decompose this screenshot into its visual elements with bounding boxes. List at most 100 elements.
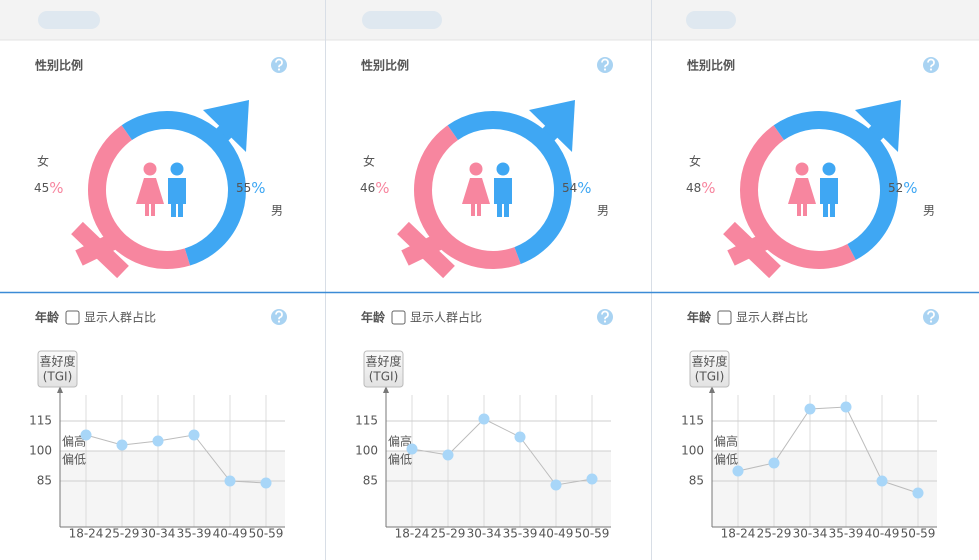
y-axis-label: 喜好度 xyxy=(365,354,401,369)
value-number: 52 xyxy=(888,181,903,195)
series-line xyxy=(85,434,267,484)
checkbox[interactable] xyxy=(391,310,406,325)
data-point xyxy=(260,477,272,489)
annotation: 偏低 xyxy=(62,452,86,467)
series-line xyxy=(411,418,593,486)
ylabel-box xyxy=(363,350,404,388)
x-tick-label: 35-39 xyxy=(503,527,538,541)
y-axis-label: 喜好度 xyxy=(39,354,75,369)
value-label: 55% xyxy=(236,179,266,197)
y-axis-label: 喜好度 xyxy=(691,354,727,369)
value-number: 54 xyxy=(562,181,577,195)
x-tick-label: 30-34 xyxy=(793,527,828,541)
value-number: 55 xyxy=(236,181,251,195)
data-point xyxy=(80,429,92,441)
legend-label: 男 xyxy=(597,204,609,218)
x-tick-label: 30-34 xyxy=(467,527,502,541)
x-tick-label: 25-29 xyxy=(757,527,792,541)
data-point xyxy=(478,413,490,425)
checkbox-label: 显示人群占比 xyxy=(736,310,808,325)
legend-label: 女 xyxy=(363,154,375,169)
person-body xyxy=(820,178,838,217)
blurred-name xyxy=(686,11,736,29)
y-axis-arrow xyxy=(383,386,389,393)
value-unit: % xyxy=(577,179,591,197)
data-point xyxy=(840,401,852,413)
help-icon-glyph xyxy=(601,58,609,68)
help-icon-dot xyxy=(929,320,933,323)
chart-title: 性别比例 xyxy=(360,58,409,73)
value-unit: % xyxy=(375,179,389,197)
x-tick-label: 40-49 xyxy=(213,527,248,541)
data-point xyxy=(442,449,454,461)
value-label: 48% xyxy=(686,179,716,197)
low-zone xyxy=(712,451,937,527)
y-tick-label: 85 xyxy=(37,474,52,488)
y-tick-label: 85 xyxy=(363,474,378,488)
female-symbol-bar xyxy=(71,221,129,279)
checkbox-label: 显示人群占比 xyxy=(410,310,482,325)
donut-segment xyxy=(447,111,572,264)
annotation: 偏高 xyxy=(714,434,738,449)
person-head xyxy=(143,162,157,176)
value-number: 46 xyxy=(360,181,375,195)
data-point xyxy=(116,439,128,451)
donut-segment xyxy=(740,125,856,269)
annotation: 偏低 xyxy=(714,452,738,467)
value-unit: % xyxy=(251,179,265,197)
help-icon-glyph xyxy=(275,58,283,68)
help-icon-dot xyxy=(277,320,281,323)
person-head xyxy=(496,162,510,176)
x-tick-label: 50-59 xyxy=(249,527,284,541)
donut-segment xyxy=(121,111,246,266)
help-icon-dot xyxy=(603,68,607,71)
female-symbol-bar xyxy=(397,221,455,279)
annotation: 偏高 xyxy=(62,434,86,449)
ylabel-box xyxy=(689,350,730,388)
x-tick-label: 35-39 xyxy=(829,527,864,541)
legend-label: 女 xyxy=(37,154,49,169)
x-tick-label: 18-24 xyxy=(69,527,104,541)
low-zone xyxy=(386,451,611,527)
y-axis-label: (TGI) xyxy=(695,370,725,384)
checkbox[interactable] xyxy=(65,310,80,325)
value-number: 45 xyxy=(34,181,49,195)
x-tick-label: 18-24 xyxy=(395,527,430,541)
data-point xyxy=(188,429,200,441)
help-icon-dot xyxy=(277,68,281,71)
checkbox[interactable] xyxy=(717,310,732,325)
data-point xyxy=(732,465,744,477)
y-axis-arrow xyxy=(57,386,63,393)
male-symbol-arrow xyxy=(529,100,575,152)
legend-label: 男 xyxy=(271,204,283,218)
x-tick-label: 50-59 xyxy=(901,527,936,541)
x-tick-label: 18-24 xyxy=(721,527,756,541)
data-point xyxy=(152,435,164,447)
person-body xyxy=(462,178,490,216)
checkbox-label: 显示人群占比 xyxy=(84,310,156,325)
data-point xyxy=(912,487,924,499)
x-tick-label: 50-59 xyxy=(575,527,610,541)
donut-segment xyxy=(88,125,191,269)
data-point xyxy=(768,457,780,469)
chart-title: 年龄 xyxy=(687,310,712,325)
x-tick-label: 25-29 xyxy=(105,527,140,541)
y-tick-label: 115 xyxy=(29,414,52,428)
y-tick-label: 115 xyxy=(681,414,704,428)
y-tick-label: 115 xyxy=(355,414,378,428)
person-head xyxy=(795,162,809,176)
donut-segment xyxy=(773,111,898,260)
y-tick-label: 100 xyxy=(681,444,704,458)
data-point xyxy=(804,403,816,415)
data-point xyxy=(586,473,598,485)
data-point xyxy=(406,443,418,455)
blurred-name xyxy=(38,11,100,29)
value-unit: % xyxy=(701,179,715,197)
low-zone xyxy=(60,451,285,527)
help-icon-glyph xyxy=(275,310,283,320)
y-tick-label: 100 xyxy=(355,444,378,458)
male-symbol-arrow xyxy=(855,100,901,152)
data-point xyxy=(876,475,888,487)
x-tick-label: 40-49 xyxy=(539,527,574,541)
donut-segment xyxy=(414,125,521,269)
